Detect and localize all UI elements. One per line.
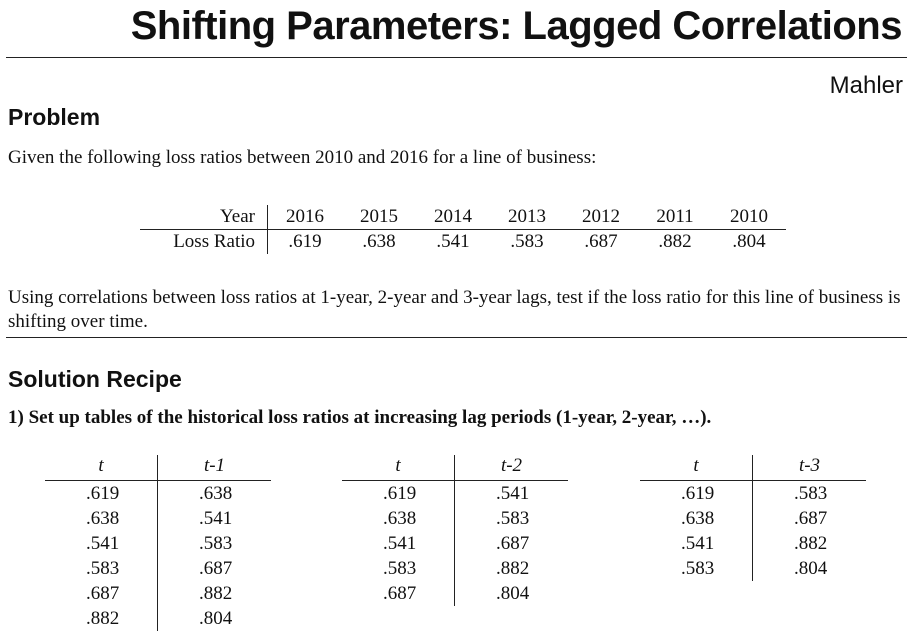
lag-col-t-header: t <box>640 455 753 481</box>
loss-ratio-cell: .804 <box>732 231 766 252</box>
lag-cell-lagged: .804 <box>794 557 828 579</box>
year-header: Year <box>140 205 268 230</box>
lag-cell-t: .583 <box>640 556 753 581</box>
lag-1-table: t t-1 .619.638 .638.541 .541.583 .583.68… <box>45 455 271 631</box>
loss-ratio-cell: .583 <box>510 231 544 252</box>
solution-step-1: 1) Set up tables of the historical loss … <box>8 407 712 428</box>
lag-col-t-header: t <box>45 455 158 481</box>
table-row: .687 .804 <box>342 581 568 606</box>
title-divider <box>6 57 907 58</box>
year-cell: 2012 <box>564 205 638 230</box>
problem-heading: Problem <box>8 104 101 130</box>
lag-cell-lagged: .687 <box>199 557 233 579</box>
year-cell: 2010 <box>712 205 786 230</box>
table-row: .619 .583 <box>640 480 866 506</box>
lag-cell-lagged: .583 <box>199 532 233 554</box>
page-title: Shifting Parameters: Lagged Correlations <box>130 4 903 48</box>
year-cell: 2011 <box>638 205 712 230</box>
author-name: Mahler <box>829 72 903 99</box>
table-row: .638 .583 <box>342 506 568 531</box>
lag-cell-t: .882 <box>45 606 158 631</box>
lag-cell-t: .638 <box>640 506 753 531</box>
lag-cell-t: .619 <box>640 480 753 506</box>
loss-ratio-row: Loss Ratio .619 .638 .541 .583 .687 .882… <box>140 229 786 254</box>
lag-cell-lagged: .882 <box>199 582 233 604</box>
solution-heading: Solution Recipe <box>8 366 182 392</box>
loss-ratio-cell: .619 <box>288 231 322 252</box>
lag-col-lag-header: t-1 <box>157 455 271 481</box>
lag-cell-lagged: .882 <box>794 532 828 554</box>
lag-cell-t: .541 <box>342 531 455 556</box>
year-cell: 2016 <box>267 205 342 230</box>
lag-cell-t: .541 <box>640 531 753 556</box>
loss-ratio-cell: .687 <box>584 231 618 252</box>
table-row: .541 .882 <box>640 531 866 556</box>
lag-cell-t: .638 <box>45 506 158 531</box>
table-row: .619 .541 <box>342 480 568 506</box>
loss-ratio-header: Loss Ratio <box>140 229 268 254</box>
loss-ratio-table: Year 2016 2015 2014 2013 2012 2011 2010 … <box>140 205 786 254</box>
lag-cell-t: .541 <box>45 531 158 556</box>
table-row: .541 .687 <box>342 531 568 556</box>
loss-ratio-cell: .882 <box>658 231 692 252</box>
lag-cell-t: .619 <box>45 480 158 506</box>
lag-cell-lagged: .583 <box>794 482 828 504</box>
lag-cell-t: .687 <box>45 581 158 606</box>
lag-col-lag-header: t-2 <box>454 455 568 481</box>
problem-question: Using correlations between loss ratios a… <box>8 287 901 332</box>
table-row: .638 .687 <box>640 506 866 531</box>
lag-cell-lagged: .804 <box>199 607 233 629</box>
year-cell: 2014 <box>416 205 490 230</box>
lag-col-lag-header: t-3 <box>752 455 866 481</box>
lag-cell-lagged: .583 <box>496 507 530 529</box>
table-row: .638 .541 <box>45 506 271 531</box>
lag-cell-t: .619 <box>342 480 455 506</box>
year-cell: 2015 <box>342 205 416 230</box>
lag-cell-t: .687 <box>342 581 455 606</box>
loss-ratio-cell: .541 <box>436 231 470 252</box>
lag-cell-lagged: .804 <box>496 582 530 604</box>
table-row: .687 .882 <box>45 581 271 606</box>
lag-col-t-header: t <box>342 455 455 481</box>
lag-cell-t: .583 <box>45 556 158 581</box>
lag-cell-lagged: .541 <box>199 507 233 529</box>
section-divider <box>6 337 907 338</box>
lag-cell-lagged: .882 <box>496 557 530 579</box>
lag-cell-lagged: .687 <box>794 507 828 529</box>
table-row: .583 .804 <box>640 556 866 581</box>
lag-3-table: t t-3 .619 .583 .638 .687 .541 .882 .583 .80… <box>640 455 866 581</box>
problem-intro: Given the following loss ratios between … <box>8 147 597 168</box>
lag-cell-lagged: .687 <box>496 532 530 554</box>
loss-ratio-cell: .638 <box>362 231 396 252</box>
lag-cell-lagged: .638 <box>199 482 233 504</box>
table-row: .583 .687 <box>45 556 271 581</box>
year-row: Year 2016 2015 2014 2013 2012 2011 2010 <box>140 205 786 230</box>
lag-cell-t: .638 <box>342 506 455 531</box>
table-row: .882 .804 <box>45 606 271 631</box>
lag-cell-t: .583 <box>342 556 455 581</box>
year-cell: 2013 <box>490 205 564 230</box>
table-row: .541 .583 <box>45 531 271 556</box>
lag-cell-lagged: .541 <box>496 482 530 504</box>
table-row: .619 .638 <box>45 480 271 506</box>
table-row: .583 .882 <box>342 556 568 581</box>
lag-2-table: t t-2 .619 .541 .638 .583 .541 .687 .583 .88… <box>342 455 568 606</box>
